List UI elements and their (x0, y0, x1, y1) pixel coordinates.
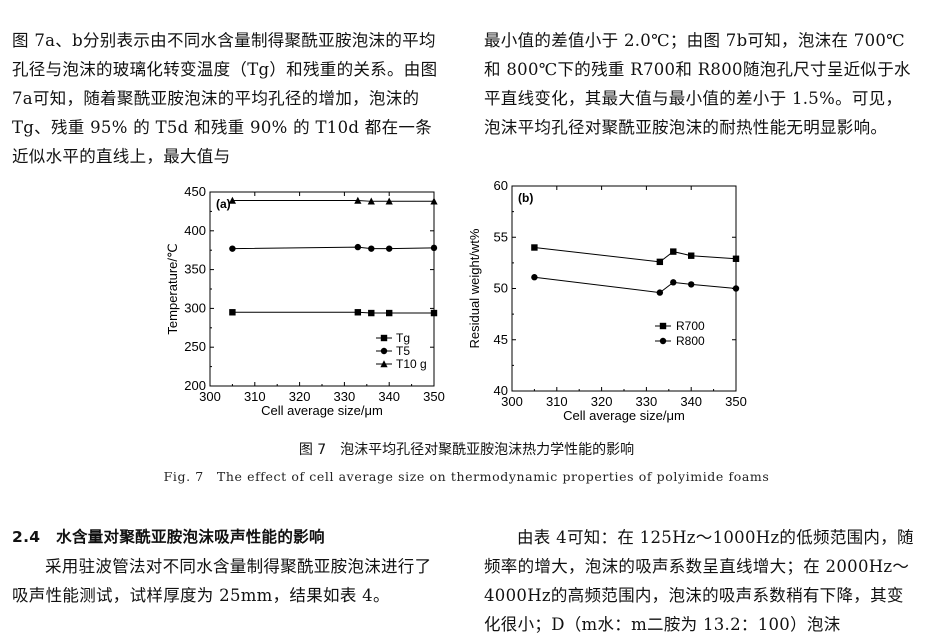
y-tick-label: 450 (184, 184, 206, 199)
data-point-T5d (430, 244, 438, 252)
data-point-Tg (386, 309, 393, 317)
data-point-R800 (732, 285, 740, 292)
legend-label-t10: T10 g (396, 357, 427, 371)
data-point-R800 (688, 281, 695, 288)
legend-label-t5: T5 (396, 344, 410, 358)
y-tick-label: 200 (184, 378, 206, 393)
y-tick-label: 40 (494, 383, 508, 398)
legend-marker (380, 347, 388, 355)
top-right-text: 最小值的差值小于 2.0℃；由图 7b可知，泡沫在 700℃和 800℃下的残重… (484, 31, 911, 137)
data-point-R700 (732, 255, 740, 262)
data-point-T5d (368, 245, 375, 252)
data-point-R800 (531, 274, 538, 281)
data-point-Tg (368, 309, 375, 317)
y-tick-label: 50 (494, 281, 508, 296)
chart-a: 300 310 320 330 340 350 200 250 300 350 400 450 Cell… (165, 184, 445, 418)
top-left-paragraph: 图 7a、b分别表示由不同水含量制得聚酰亚胺泡沫的平均孔径与泡沫的玻璃化转变温度… (12, 26, 442, 171)
top-left-text: 图 7a、b分别表示由不同水含量制得聚酰亚胺泡沫的平均孔径与泡沫的玻璃化转变温度… (12, 31, 438, 166)
x-tick-label: 340 (680, 394, 702, 409)
bottom-right-text: 由表 4可知：在 125Hz～1000Hz的低频范围内，随频率的增大，泡沫的吸声… (484, 528, 914, 634)
figure-caption-en: Fig. 7 The effect of cell average size o… (163, 469, 770, 484)
legend-marker (380, 334, 388, 342)
data-point-T10d (228, 196, 236, 204)
bottom-left-text: 采用驻波管法对不同水含量制得聚酰亚胺泡沫进行了吸声性能测试，试样厚度为 25mm… (12, 557, 432, 605)
y-tick-label: 400 (184, 223, 206, 238)
series-line-R800 (534, 276, 737, 294)
data-point-T10d (385, 197, 393, 205)
panel-label: (b) (518, 191, 533, 205)
x-tick-label: 300 (501, 394, 523, 409)
y-tick-label: 55 (494, 229, 508, 244)
x-tick-label: 340 (378, 389, 400, 404)
data-point-T5d (354, 243, 362, 251)
data-point-Tg (430, 309, 438, 317)
section-heading: 2.4 水含量对聚酰亚胺泡沫吸声性能的影响 (12, 528, 325, 546)
legend-marker (659, 337, 667, 345)
y-tick-label: 60 (494, 178, 508, 193)
legend-marker (380, 360, 388, 368)
series-line-R700 (534, 247, 737, 263)
y-axis-label: Residual weight/wt% (467, 228, 482, 348)
section-right: 由表 4可知：在 125Hz～1000Hz的低频范围内，随频率的增大，泡沫的吸声… (484, 523, 916, 639)
legend-label-R800: R800 (676, 334, 705, 348)
top-right-paragraph: 最小值的差值小于 2.0℃；由图 7b可知，泡沫在 700℃和 800℃下的残重… (484, 26, 916, 142)
x-tick-label: 310 (244, 389, 266, 404)
panel-label: (a) (216, 197, 231, 211)
data-point-R700 (688, 252, 695, 259)
x-axis-label: Cell average size/μm (563, 408, 685, 423)
series-line-T5d (232, 246, 435, 250)
x-tick-label: 350 (725, 394, 747, 409)
data-point-Tg (229, 309, 236, 316)
legend-label-tg: Tg (396, 331, 410, 345)
x-tick-label: 310 (546, 394, 568, 409)
y-tick-label: 300 (184, 300, 206, 315)
x-tick-label: 350 (423, 389, 445, 404)
data-point-R700 (531, 244, 538, 251)
legend-label-R700: R700 (676, 319, 705, 333)
data-point-Tg (354, 309, 362, 316)
data-point-R700 (670, 248, 677, 255)
section-left: 2.4 水含量对聚酰亚胺泡沫吸声性能的影响 采用驻波管法对不同水含量制得聚酰亚胺… (12, 523, 442, 610)
y-tick-label: 250 (184, 339, 206, 354)
x-tick-label: 320 (591, 394, 613, 409)
legend-marker (659, 322, 667, 330)
figure-caption-cn: 图 7 泡沫平均孔径对聚酰亚胺泡沫热力学性能的影响 (298, 442, 635, 458)
data-point-R800 (670, 279, 677, 286)
y-tick-label: 350 (184, 262, 206, 277)
data-point-R800 (656, 289, 664, 296)
x-tick-label: 320 (289, 389, 311, 404)
data-point-T10d (354, 196, 362, 204)
series-line-T10d (232, 200, 434, 202)
x-tick-label: 300 (199, 389, 221, 404)
data-point-T5d (386, 245, 393, 252)
y-tick-label: 45 (494, 332, 508, 347)
chart-b: 300 310 320 330 340 350 40 45 50 55 60 Cell average… (467, 178, 747, 423)
data-point-T5d (229, 245, 236, 252)
data-point-R700 (656, 258, 664, 266)
x-tick-label: 330 (334, 389, 356, 404)
y-axis-label: Temperature/℃ (165, 243, 180, 334)
x-axis-label: Cell average size/μm (261, 403, 383, 418)
data-point-T10d (367, 197, 375, 205)
series-line-Tg (232, 311, 434, 314)
data-point-T10d (430, 197, 438, 205)
x-tick-label: 330 (636, 394, 658, 409)
